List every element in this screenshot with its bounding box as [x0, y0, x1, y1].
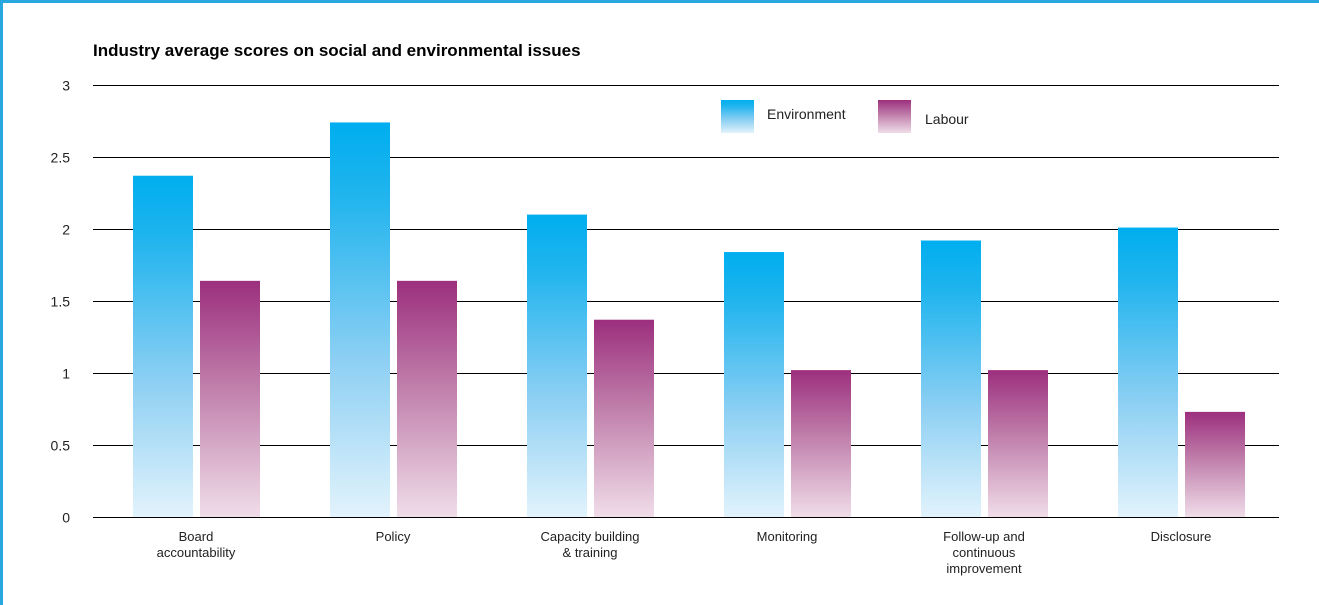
- x-category-label: Board accountability: [157, 529, 236, 560]
- bar-environment: [1118, 227, 1178, 517]
- chart-title: Industry average scores on social and en…: [93, 41, 581, 60]
- bar-environment: [133, 175, 193, 517]
- y-tick-label: 1.5: [51, 294, 71, 310]
- y-tick-label: 3: [62, 78, 70, 94]
- bar-environment: [330, 122, 390, 517]
- legend-label-environment: Environment: [767, 106, 846, 122]
- x-category-label: Follow-up and continuous improvement: [943, 529, 1025, 576]
- bar-environment: [527, 214, 587, 517]
- y-tick-label: 2: [62, 222, 70, 238]
- x-category-label: Monitoring: [757, 529, 818, 544]
- y-tick-label: 2.5: [51, 150, 71, 166]
- y-tick-label: 1: [62, 366, 70, 382]
- x-category-label: Policy: [376, 529, 411, 544]
- bar-chart: 0 0.5 1 1.5 2 2.5 3 Board accountability Policy Ca…: [51, 78, 1279, 576]
- bar-labour: [1185, 411, 1245, 517]
- x-category-label: Capacity building & training: [540, 529, 639, 560]
- legend-swatch-environment: [721, 100, 754, 133]
- x-category-label: Disclosure: [1151, 529, 1212, 544]
- bar-labour: [200, 280, 260, 517]
- bar-environment: [724, 252, 784, 518]
- legend-label-labour: Labour: [925, 111, 969, 127]
- bar-labour: [791, 370, 851, 517]
- bar-labour: [397, 280, 457, 517]
- bar-labour: [594, 319, 654, 517]
- y-tick-label: 0: [62, 510, 70, 526]
- bar-labour: [988, 370, 1048, 517]
- legend-swatch-labour: [878, 100, 911, 133]
- bar-environment: [921, 240, 981, 517]
- y-tick-label: 0.5: [51, 438, 71, 454]
